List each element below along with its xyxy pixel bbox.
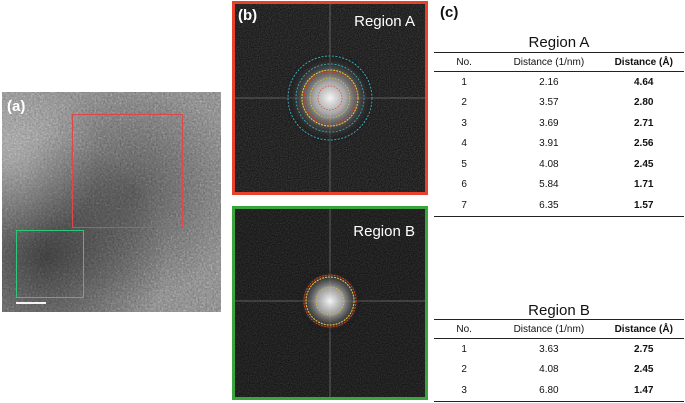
cell-no: 6 [461,179,467,191]
table-region-b-title: Region B [528,302,590,319]
cell-distance-angstrom: 2.56 [634,138,654,150]
cell-distance-inv-nm: 4.08 [539,364,559,376]
cell-distance-angstrom: 2.45 [634,158,654,170]
cell-distance-inv-nm: 3.91 [539,138,559,150]
cell-no: 2 [461,97,467,109]
cell-distance-angstrom: 2.71 [634,117,654,129]
table-row: 6 5.84 1.71 [434,175,684,196]
cell-distance-inv-nm: 3.63 [539,343,559,355]
panel-a-label: (a) [7,98,26,115]
cell-no: 3 [461,117,467,129]
region-a-roi-box [72,114,183,228]
table-region-a-title: Region A [528,34,590,51]
cell-distance-inv-nm: 4.08 [539,158,559,170]
cell-distance-angstrom: 1.57 [603,195,684,217]
table-region-b: No. Distance (1/nm) Distance (Å) 1 3.63 2.… [434,319,684,402]
header-no: No. [434,319,495,339]
scale-bar [16,302,46,304]
cell-no: 1 [461,76,467,88]
table-row: 2 3.57 2.80 [434,93,684,114]
header-no: No. [434,52,495,72]
table-row: 1 3.63 2.75 [434,339,684,360]
cell-distance-inv-nm: 3.57 [539,97,559,109]
cell-distance-angstrom: 4.64 [634,76,654,88]
fft-region-a: (b) Region A [232,1,428,195]
cell-no: 7 [434,195,495,217]
table-row: 3 3.69 2.71 [434,113,684,134]
cell-distance-inv-nm: 2.16 [539,76,559,88]
table-header-row: No. Distance (1/nm) Distance (Å) [434,319,684,339]
header-distance-inv-nm: Distance (1/nm) [494,52,604,72]
fft-region-a-title: Region A [354,13,415,30]
panel-b-label: (b) [238,7,258,24]
cell-distance-angstrom: 2.45 [634,364,654,376]
cell-distance-inv-nm: 6.35 [494,195,604,217]
cell-distance-inv-nm: 5.84 [539,179,559,191]
cell-no: 2 [461,364,467,376]
header-distance-inv-nm: Distance (1/nm) [494,319,604,339]
fft-region-b-title: Region B [353,223,415,240]
fft-a-pattern [235,4,425,192]
table-row: 1 2.16 4.64 [434,72,684,93]
table-header-row: No. Distance (1/nm) Distance (Å) [434,52,684,72]
cell-distance-inv-nm: 6.80 [494,380,604,402]
header-distance-angstrom: Distance (Å) [603,52,684,72]
header-distance-angstrom: Distance (Å) [603,319,684,339]
cell-distance-angstrom: 2.80 [634,97,654,109]
cell-no: 5 [461,158,467,170]
fft-region-b: Region B [232,206,428,400]
fft-b-pattern [235,209,425,397]
cell-no: 3 [434,380,495,402]
table-row: 7 6.35 1.57 [434,195,684,217]
tem-texture [2,92,221,312]
region-b-roi-box [16,230,84,298]
table-row: 3 6.80 1.47 [434,380,684,402]
table-row: 2 4.08 2.45 [434,360,684,381]
cell-distance-inv-nm: 3.69 [539,117,559,129]
panel-c-label: (c) [440,4,459,21]
cell-distance-angstrom: 1.71 [634,179,654,191]
tem-image: (a) [2,92,221,312]
cell-distance-angstrom: 2.75 [634,343,654,355]
cell-distance-angstrom: 1.47 [603,380,684,402]
cell-no: 1 [461,343,467,355]
table-region-a: No. Distance (1/nm) Distance (Å) 1 2.16 4.… [434,52,684,217]
table-row: 4 3.91 2.56 [434,134,684,155]
table-row: 5 4.08 2.45 [434,154,684,175]
cell-no: 4 [461,138,467,150]
